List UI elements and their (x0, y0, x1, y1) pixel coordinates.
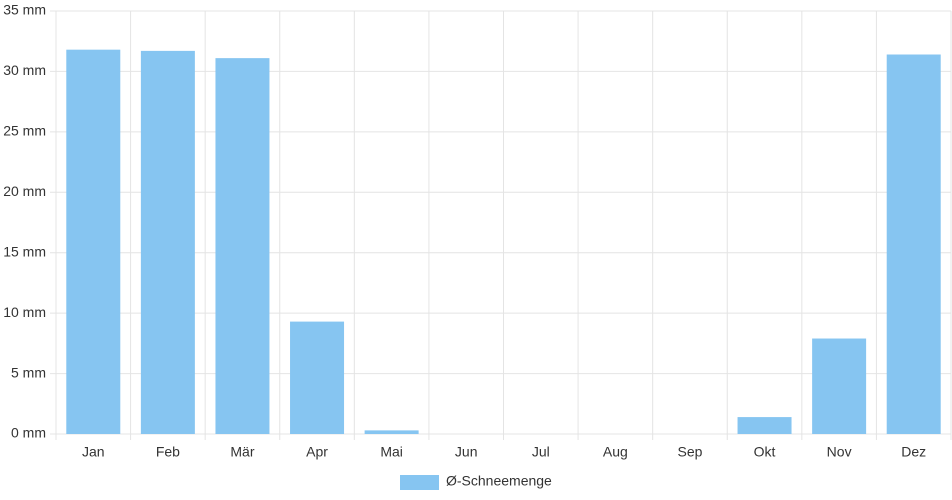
bar (886, 54, 941, 434)
bar (290, 321, 345, 434)
x-tick-label: Feb (156, 444, 180, 460)
x-tick-label: Mär (230, 444, 254, 460)
x-tick-label: Jun (455, 444, 478, 460)
x-tick-label: Jan (82, 444, 105, 460)
y-tick-label: 30 mm (3, 62, 46, 78)
y-tick-label: 20 mm (3, 183, 46, 199)
bar (364, 430, 419, 434)
x-tick-label: Okt (754, 444, 776, 460)
bar (812, 338, 867, 434)
bar (66, 49, 121, 434)
x-tick-label: Aug (603, 444, 628, 460)
y-tick-label: 35 mm (3, 2, 46, 18)
bar (737, 417, 792, 434)
y-tick-label: 25 mm (3, 123, 46, 139)
x-tick-label: Apr (306, 444, 328, 460)
legend-label: Ø-Schneemenge (446, 473, 552, 489)
y-tick-label: 5 mm (11, 364, 46, 380)
x-tick-label: Dez (901, 444, 926, 460)
x-tick-label: Mai (380, 444, 403, 460)
bar (140, 50, 195, 434)
legend-swatch (400, 475, 439, 490)
x-tick-label: Jul (532, 444, 550, 460)
y-tick-label: 10 mm (3, 304, 46, 320)
x-tick-label: Nov (827, 444, 852, 460)
bar (215, 58, 270, 435)
y-tick-label: 15 mm (3, 243, 46, 259)
y-tick-label: 0 mm (11, 425, 46, 441)
x-tick-label: Sep (677, 444, 702, 460)
